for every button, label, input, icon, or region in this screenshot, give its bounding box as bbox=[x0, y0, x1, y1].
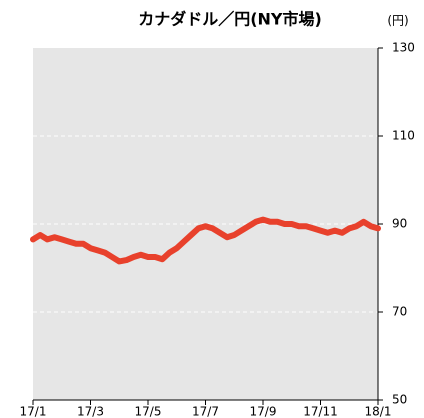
y-tick-label: 130 bbox=[392, 41, 415, 55]
x-tick-label: 17/1 bbox=[20, 405, 47, 418]
line bbox=[30, 216, 381, 265]
chart-title: カナダドル／円(NY市場) bbox=[138, 10, 322, 29]
y-unit: (円) bbox=[387, 14, 408, 28]
y-tick-label: 70 bbox=[392, 305, 407, 319]
x-tick-label: 17/9 bbox=[250, 405, 277, 418]
x-tick-label: 17/3 bbox=[77, 405, 104, 418]
x-tick-label: 17/7 bbox=[192, 405, 219, 418]
x-tick-label: 17/11 bbox=[303, 405, 338, 418]
y-tick-label: 110 bbox=[392, 129, 415, 143]
x-tick-label: 17/5 bbox=[135, 405, 162, 418]
y-tick-label: 90 bbox=[392, 217, 407, 231]
x-tick-label: 18/1 bbox=[365, 405, 392, 418]
y-tick-label: 50 bbox=[392, 393, 407, 407]
